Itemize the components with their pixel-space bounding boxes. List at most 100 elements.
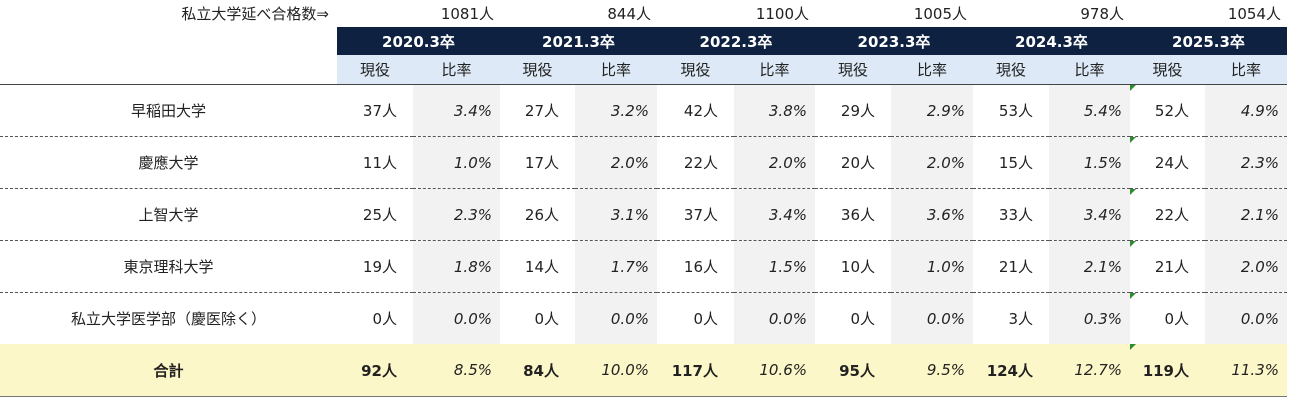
total-ratio-cell: 9.5% (891, 344, 973, 397)
ratio-cell: 2.1% (1049, 240, 1130, 293)
total-count-cell: 84人 (500, 344, 575, 397)
total-ratio-cell: 10.0% (575, 344, 657, 397)
count-cell: 37人 (657, 188, 734, 241)
ratio-cell: 0.3% (1049, 292, 1130, 344)
sub-header-ratio: 比率 (575, 55, 657, 85)
count-cell: 16人 (657, 240, 734, 293)
university-name: 上智大学 (0, 188, 337, 241)
count-cell: 37人 (337, 84, 413, 137)
university-name: 慶應大学 (0, 136, 337, 189)
ratio-cell: 1.5% (734, 240, 815, 293)
year-header-2020: 2020.3卒 (337, 27, 500, 55)
total-2021: 844人 (607, 5, 651, 23)
sub-header-ratio: 比率 (1049, 55, 1130, 85)
count-cell: 21人 (1130, 240, 1205, 293)
count-cell: 14人 (500, 240, 575, 293)
total-count-cell: 119人 (1130, 344, 1205, 397)
total-2022: 1100人 (755, 5, 809, 23)
total-label: 合計 (0, 344, 337, 397)
table-row: 東京理科大学 19人 1.8% 14人 1.7% 16人 1.5% 10人 1.… (0, 240, 1287, 293)
total-count-cell: 95人 (815, 344, 891, 397)
count-cell: 0人 (1130, 292, 1205, 345)
count-cell: 52人 (1130, 84, 1205, 137)
ratio-cell: 2.0% (1205, 240, 1287, 293)
sub-header-count: 現役 (500, 55, 575, 85)
count-cell: 53人 (973, 84, 1049, 137)
total-count-cell: 124人 (973, 344, 1049, 397)
count-cell: 29人 (815, 84, 891, 137)
count-cell: 33人 (973, 188, 1049, 241)
sub-header-ratio: 比率 (1205, 55, 1287, 85)
sub-header-count: 現役 (973, 55, 1049, 85)
ratio-cell: 2.9% (891, 84, 973, 137)
ratio-cell: 2.0% (891, 136, 973, 189)
ratio-cell: 5.4% (1049, 84, 1130, 137)
total-ratio-cell: 11.3% (1205, 344, 1287, 397)
total-ratio-cell: 12.7% (1049, 344, 1130, 397)
ratio-cell: 3.4% (413, 84, 500, 137)
ratio-cell: 0.0% (891, 292, 973, 344)
ratio-cell: 1.7% (575, 240, 657, 293)
ratio-cell: 2.0% (734, 136, 815, 189)
sub-header-count: 現役 (815, 55, 891, 85)
total-ratio-cell: 8.5% (413, 344, 500, 397)
count-cell: 22人 (657, 136, 734, 189)
totals-label: 私立大学延べ合格数⇒ (181, 5, 329, 23)
count-cell: 17人 (500, 136, 575, 189)
ratio-cell: 3.1% (575, 188, 657, 241)
ratio-cell: 1.5% (1049, 136, 1130, 189)
count-cell: 25人 (337, 188, 413, 241)
university-name: 早稲田大学 (0, 84, 337, 137)
year-header-2022: 2022.3卒 (657, 27, 815, 55)
count-cell: 0人 (850, 310, 875, 328)
ratio-cell: 1.0% (891, 240, 973, 293)
table-row: 慶應大学 11人 1.0% 17人 2.0% 22人 2.0% 20人 2.0%… (0, 136, 1287, 189)
ratio-cell: 2.0% (575, 136, 657, 189)
year-header-2023: 2023.3卒 (815, 27, 973, 55)
ratio-cell: 3.4% (1049, 188, 1130, 241)
year-header-row: 2020.3卒 2021.3卒 2022.3卒 2023.3卒 2024.3卒 … (0, 27, 1287, 55)
sub-header-count: 現役 (1130, 55, 1205, 85)
count-cell: 20人 (815, 136, 891, 189)
count-cell: 19人 (337, 240, 413, 293)
count-cell: 22人 (1130, 188, 1205, 241)
count-cell: 11人 (337, 136, 413, 189)
count-cell: 0人 (693, 310, 718, 328)
count-cell: 24人 (1130, 136, 1205, 189)
ratio-cell: 3.6% (891, 188, 973, 241)
table-row: 早稲田大学 37人 3.4% 27人 3.2% 42人 3.8% 29人 2.9… (0, 84, 1287, 137)
count-cell: 36人 (815, 188, 891, 241)
sub-header-ratio: 比率 (891, 55, 973, 85)
university-name: 東京理科大学 (0, 240, 337, 293)
count-cell: 3人 (1008, 310, 1033, 328)
sub-header-row: 現役 比率 現役 比率 現役 比率 現役 比率 現役 比率 現役 比率 (0, 55, 1287, 85)
year-header-2021: 2021.3卒 (500, 27, 657, 55)
ratio-cell: 4.9% (1205, 84, 1287, 137)
ratio-cell: 3.4% (734, 188, 815, 241)
ratio-cell: 2.3% (413, 188, 500, 241)
ratio-cell: 1.0% (413, 136, 500, 189)
year-header-2024: 2024.3卒 (973, 27, 1130, 55)
totals-row: 私立大学延べ合格数⇒ 1081人 844人 1100人 1005人 978人 1… (0, 0, 1287, 27)
total-2024: 978人 (1080, 5, 1124, 23)
count-cell: 42人 (657, 84, 734, 137)
ratio-cell: 2.1% (1205, 188, 1287, 241)
table-row: 私立大学医学部（慶医除く） 0人 0.0% 0人 0.0% 0人 0.0% 0人… (0, 292, 1287, 345)
ratio-cell: 0.0% (575, 292, 657, 344)
total-count-cell: 117人 (657, 344, 734, 397)
ratio-cell: 0.0% (734, 292, 815, 344)
count-cell: 0人 (534, 310, 559, 328)
total-ratio-cell: 10.6% (734, 344, 815, 397)
sub-header-count: 現役 (337, 55, 413, 85)
total-2025: 1054人 (1227, 5, 1281, 23)
university-name: 私立大学医学部（慶医除く） (70, 310, 266, 328)
ratio-cell: 2.3% (1205, 136, 1287, 189)
table-row: 上智大学 25人 2.3% 26人 3.1% 37人 3.4% 36人 3.6%… (0, 188, 1287, 241)
total-2020: 1081人 (440, 5, 494, 23)
ratio-cell: 3.8% (734, 84, 815, 137)
sub-header-ratio: 比率 (413, 55, 500, 85)
count-cell: 26人 (500, 188, 575, 241)
ratio-cell: 1.8% (413, 240, 500, 293)
year-header-2025: 2025.3卒 (1130, 27, 1287, 55)
